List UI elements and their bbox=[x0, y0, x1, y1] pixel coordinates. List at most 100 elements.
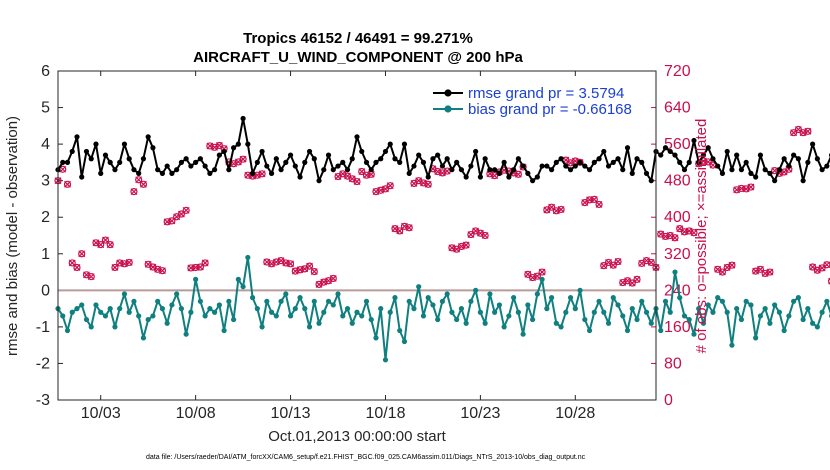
bias-point bbox=[548, 295, 555, 301]
legend-rmse-label: rmse grand pr = 3.5794 bbox=[468, 85, 624, 102]
bias-point bbox=[677, 295, 683, 301]
right-tick-label: 720 bbox=[664, 63, 691, 80]
obs-count-point bbox=[405, 224, 413, 232]
bias-point bbox=[121, 291, 128, 297]
bias-point bbox=[772, 302, 778, 308]
rmse-point bbox=[226, 167, 232, 173]
bias-point bbox=[454, 316, 460, 323]
bias-point bbox=[107, 306, 113, 312]
obs-count-point bbox=[201, 259, 209, 267]
obs-count-point bbox=[286, 260, 295, 268]
bias-point bbox=[354, 309, 360, 315]
legend-bias-label: bias grand pr = -0.66168 bbox=[468, 101, 632, 118]
bias-point bbox=[102, 313, 109, 319]
obs-count-point bbox=[310, 267, 318, 276]
bias-point bbox=[382, 357, 389, 363]
rmse-point bbox=[174, 167, 180, 173]
bias-point bbox=[449, 309, 455, 315]
left-tick-label: -1 bbox=[36, 319, 50, 336]
bias-point bbox=[363, 298, 370, 304]
rmse-point bbox=[824, 163, 830, 169]
obs-count-point bbox=[690, 229, 698, 237]
rmse-point bbox=[487, 167, 493, 173]
bias-point bbox=[629, 306, 635, 312]
bias-point bbox=[406, 298, 412, 304]
rmse-point bbox=[548, 167, 555, 173]
rmse-point bbox=[64, 159, 71, 165]
bias-point bbox=[292, 306, 298, 312]
rmse-point bbox=[164, 163, 170, 169]
rmse-point bbox=[468, 163, 474, 169]
bias-point bbox=[596, 298, 602, 304]
obs-count-point bbox=[63, 180, 72, 188]
bias-point bbox=[268, 309, 275, 315]
rmse-point bbox=[169, 170, 175, 176]
rmse-point bbox=[98, 170, 104, 176]
bias-point bbox=[340, 313, 346, 319]
bias-point bbox=[463, 320, 469, 326]
obs-count-point bbox=[557, 205, 565, 214]
rmse-point bbox=[264, 163, 270, 169]
bias-point bbox=[411, 306, 417, 312]
obs-count-point bbox=[73, 263, 81, 272]
bias-point bbox=[435, 316, 441, 323]
rmse-point bbox=[610, 159, 616, 165]
bias-point bbox=[648, 320, 654, 326]
obs-count-point bbox=[125, 258, 133, 267]
bias-point bbox=[202, 313, 208, 319]
rmse-point bbox=[463, 174, 469, 180]
rmse-point bbox=[325, 152, 332, 158]
bias-point bbox=[719, 298, 726, 304]
bias-point bbox=[748, 302, 754, 308]
rmse-point bbox=[757, 152, 764, 158]
rmse-point bbox=[335, 163, 341, 169]
rmse-point bbox=[193, 159, 199, 165]
rmse-point bbox=[112, 167, 118, 173]
bias-point bbox=[278, 298, 284, 304]
bias-point bbox=[658, 327, 664, 334]
obs-count-point bbox=[305, 262, 314, 270]
bias-point bbox=[506, 313, 512, 319]
rmse-point bbox=[221, 148, 227, 155]
rmse-point bbox=[795, 156, 801, 162]
rmse-point bbox=[534, 174, 540, 180]
bias-point bbox=[283, 291, 289, 297]
bias-point bbox=[392, 295, 398, 301]
obs-count-point bbox=[595, 200, 603, 209]
bias-point bbox=[511, 295, 517, 301]
bias-point bbox=[112, 324, 118, 330]
obs-count-point bbox=[130, 188, 138, 196]
x-tick-label: 10/23 bbox=[460, 405, 500, 422]
rmse-point bbox=[107, 159, 113, 165]
left-tick-label: 6 bbox=[41, 63, 50, 80]
bias-point bbox=[188, 309, 194, 315]
rmse-point bbox=[577, 159, 583, 165]
rmse-point bbox=[624, 145, 631, 151]
obs-count-point bbox=[718, 268, 727, 276]
x-axis-ticks: 10/03 10/08 10/13 10/18 10/23 10/28 bbox=[81, 71, 595, 422]
obs-count-point bbox=[353, 177, 361, 186]
rmse-point bbox=[615, 156, 621, 162]
bias-point bbox=[131, 298, 137, 304]
bias-point bbox=[425, 295, 431, 301]
rmse-point bbox=[482, 156, 488, 162]
rmse-point bbox=[178, 159, 184, 165]
rmse-point bbox=[392, 156, 398, 162]
rmse-point bbox=[121, 141, 128, 147]
bias-point bbox=[819, 309, 825, 315]
obs-count-point bbox=[514, 170, 522, 178]
bias-point bbox=[145, 316, 151, 323]
left-tick-label: 4 bbox=[41, 136, 50, 153]
rmse-point bbox=[88, 156, 94, 162]
bias-point bbox=[639, 298, 645, 304]
bias-point bbox=[401, 338, 408, 345]
rmse-point bbox=[136, 170, 142, 176]
rmse-point bbox=[117, 159, 123, 165]
bias-point bbox=[439, 298, 446, 304]
bias-point bbox=[558, 324, 564, 330]
rmse-point bbox=[207, 170, 213, 176]
rmse-point bbox=[93, 141, 99, 147]
bias-point bbox=[487, 291, 493, 297]
bias-point bbox=[634, 316, 640, 323]
bias-point bbox=[686, 316, 692, 323]
